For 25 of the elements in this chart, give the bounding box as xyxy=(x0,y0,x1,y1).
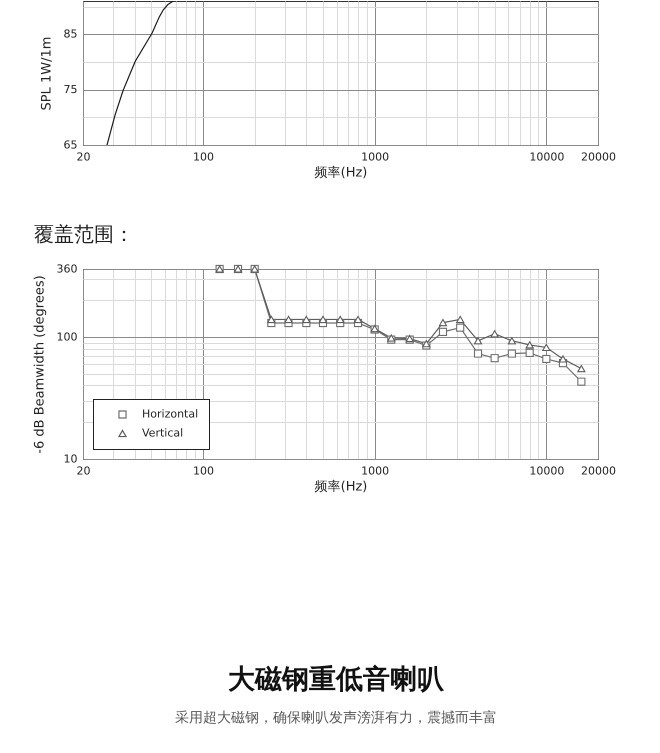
chart-title: 覆盖范围： xyxy=(34,222,134,246)
text: 大磁钢重低音喇叭 xyxy=(228,664,445,695)
x-tick-label: 1000 xyxy=(361,464,390,478)
x-axis-title: 频率(Hz) xyxy=(314,478,368,494)
legend-label: Horizontal xyxy=(142,408,198,420)
x-tick-label: 10000 xyxy=(529,464,564,478)
x-tick-label: 10000 xyxy=(529,150,564,164)
y-tick-label: 360 xyxy=(56,262,78,276)
x-tick-label: 20000 xyxy=(581,150,616,164)
y-tick-label: 10 xyxy=(64,452,78,466)
x-tick-label: 20 xyxy=(76,464,90,478)
legend-label: Vertical xyxy=(142,426,184,440)
y-tick-label: 65 xyxy=(64,138,78,152)
y-tick-label: 85 xyxy=(64,28,78,41)
y-axis-title: SPL 1W/1m xyxy=(40,36,55,110)
x-tick-label: 100 xyxy=(192,150,214,164)
y-tick-label: 100 xyxy=(56,330,78,344)
x-axis-title: 频率(Hz) xyxy=(314,164,368,180)
y-tick-label: 75 xyxy=(64,83,78,96)
x-tick-label: 100 xyxy=(192,464,214,478)
x-tick-label: 20 xyxy=(76,150,90,164)
x-tick-label: 20000 xyxy=(581,464,616,478)
x-tick-label: 1000 xyxy=(361,150,390,164)
y-axis-title: -6 dB Beamwidth (degrees) xyxy=(32,275,48,454)
text: 采用超大磁钢，确保喇叭发声滂湃有力，震撼而丰富 xyxy=(175,710,497,726)
